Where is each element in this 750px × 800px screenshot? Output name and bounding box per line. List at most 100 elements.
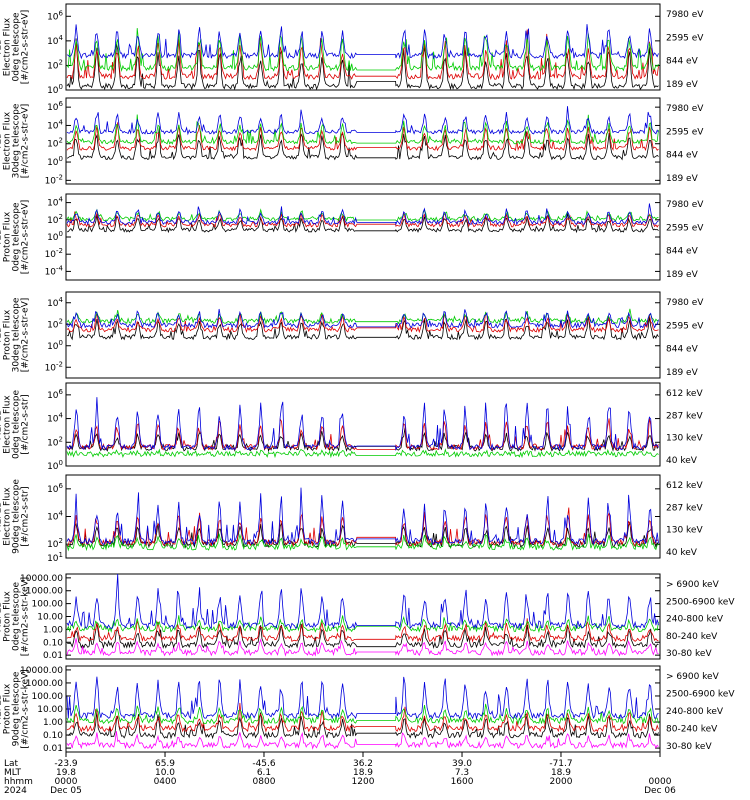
x-tick-label: 36.2	[353, 759, 373, 769]
y-axis-label: TED Electron Flux 0deg telescope [#/cm2-s-s…	[0, 10, 31, 85]
series-trace	[66, 618, 659, 643]
legend-entry: 612 keV	[666, 481, 703, 491]
legend-entry: 7980 eV	[666, 104, 704, 114]
y-tick-label: 100	[47, 459, 63, 472]
series-trace	[66, 622, 659, 650]
x-tick-label: 6.1	[257, 768, 271, 778]
y-tick-label: 100	[47, 83, 63, 96]
panel-5: 106 104 102 100 MEPED Electron Flux 0deg teles…	[0, 382, 703, 472]
panel-frame	[65, 291, 661, 379]
y-tick-label: 104	[47, 296, 63, 309]
y-tick-label: 104	[47, 196, 63, 209]
y-tick-label: 106	[47, 9, 63, 22]
y-tick-label: 102	[47, 137, 63, 150]
y-tick-label: 106	[47, 388, 63, 401]
legend-entry: 2595 eV	[666, 223, 704, 233]
y-axis-label: MEPED Proton Flux 0deg telescope [#/cm2-s-s…	[0, 577, 31, 656]
y-tick-label: 10000.00	[20, 574, 63, 584]
legend-entry: 844 eV	[666, 345, 699, 355]
y-axis-label-line: 0deg telescope	[12, 202, 22, 272]
y-tick-label: 102	[47, 58, 63, 71]
series-trace	[66, 533, 659, 552]
y-tick-label: 102	[47, 435, 63, 448]
panel-3: 104 102 100 10-2 10-4 TED Proton Flux 0deg tele…	[0, 193, 704, 281]
x-tick-label: -23.9	[54, 759, 78, 769]
y-axis-label-line: 30deg telescope	[12, 103, 22, 178]
series-trace	[66, 703, 659, 726]
x-tick-label: 19.8	[56, 768, 76, 778]
panel-frame	[65, 193, 661, 281]
x-tick-label: 0400	[154, 777, 177, 787]
y-axis-label-line: 30deg telescope	[12, 297, 22, 372]
x-tick-label: 2000	[550, 777, 573, 787]
y-tick-label: 104	[47, 510, 63, 523]
y-tick-label: 10-4	[45, 264, 64, 277]
x-tick-label: 1200	[352, 777, 375, 787]
y-tick-label: 102	[47, 213, 63, 226]
y-tick-label: 100.00	[32, 600, 64, 610]
x-axis-row-label: MLT	[4, 768, 22, 778]
y-tick-label: 104	[47, 118, 63, 131]
y-axis-label-line: [#/cm2-s-str-eV]	[21, 298, 31, 373]
y-tick-label: 10.00	[37, 613, 63, 623]
y-axis-label-line: [#/cm2-s-str]	[21, 394, 31, 454]
legend-entry: 40 keV	[666, 456, 698, 466]
legend-entry: 189 eV	[666, 270, 699, 280]
y-axis-label-line: Proton Flux	[3, 591, 13, 642]
x-tick-label: Dec 05	[50, 786, 82, 796]
panel-frame	[65, 3, 661, 91]
y-tick-label: 0.10	[43, 731, 63, 741]
series-trace	[66, 114, 659, 145]
series-trace	[66, 711, 659, 740]
y-tick-label: 104	[47, 412, 63, 425]
panel-1: 106 104 102 100 TED Electron Flux 0deg telesco…	[0, 3, 704, 96]
y-axis-label-line: TED	[0, 228, 4, 247]
series-trace	[66, 427, 659, 453]
series-trace	[66, 211, 659, 228]
legend-entry: 130 keV	[666, 434, 703, 444]
y-axis-label-line: Electron Flux	[3, 111, 13, 170]
y-axis-label-line: [#/cm2-s-str-eV]	[21, 200, 31, 275]
y-axis-label-line: MEPED	[0, 409, 4, 441]
y-axis-label-line: 90deg telescope	[12, 671, 22, 746]
legend-entry: 80-240 keV	[666, 632, 718, 642]
series-trace	[66, 615, 659, 634]
legend-entry: 7980 eV	[666, 200, 704, 210]
series-trace	[66, 311, 659, 334]
legend-entry: 844 eV	[666, 57, 699, 67]
y-axis-label-line: Proton Flux	[3, 683, 13, 734]
x-axis-row-label: hhmm	[4, 777, 33, 787]
y-axis-label-line: Proton Flux	[3, 309, 13, 360]
legend-entry: 130 keV	[666, 526, 703, 536]
series-trace	[66, 397, 659, 452]
panel-frame	[65, 97, 661, 185]
legend-entry: 287 keV	[666, 503, 703, 513]
y-axis-label-line: TED	[0, 326, 4, 345]
y-tick-label: 1.00	[43, 718, 63, 728]
y-tick-label: 10000.00	[20, 666, 63, 676]
series-trace	[66, 308, 659, 329]
legend-entry: 30-80 keV	[666, 742, 712, 752]
y-axis-label-line: 0deg telescope	[12, 12, 22, 82]
x-axis-row-label: 2024	[4, 786, 27, 796]
series-trace	[66, 448, 659, 459]
y-tick-label: 102	[47, 317, 63, 330]
series-trace	[66, 638, 659, 657]
panel-8: 10000.00 1000.00 100.00 10.00 1.00 0.10 0.01 ME…	[0, 665, 735, 754]
y-axis-label-line: Electron Flux	[3, 487, 13, 546]
x-tick-label: 0000	[55, 777, 78, 787]
series-trace	[66, 24, 659, 60]
y-axis-label-line: [#/cm2-s-str-eV]	[21, 10, 31, 85]
y-axis-label-line: 90deg telescope	[12, 479, 22, 554]
x-tick-label: 0800	[253, 777, 276, 787]
x-tick-label: 0000	[649, 777, 672, 787]
y-tick-label: 106	[47, 482, 63, 495]
x-tick-label: Dec 06	[644, 786, 676, 796]
legend-entry: 189 eV	[666, 368, 699, 378]
x-tick-label: 18.9	[551, 768, 571, 778]
panel-7: 10000.00 1000.00 100.00 10.00 1.00 0.10 0.01 ME…	[0, 573, 735, 661]
panel-frame	[65, 474, 661, 559]
series-trace	[66, 203, 659, 226]
